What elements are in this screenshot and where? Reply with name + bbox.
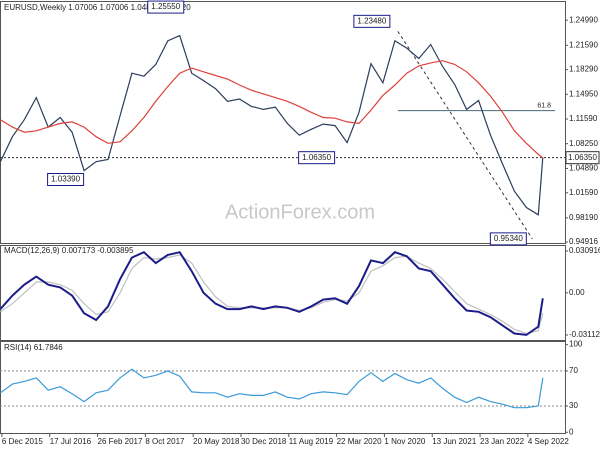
series-line — [0, 254, 544, 335]
annotation-box — [298, 151, 336, 165]
annotation-label: 1.06350 — [302, 153, 331, 162]
series-line — [0, 60, 544, 159]
x-tick-label: 8 Oct 2017 — [145, 437, 185, 446]
x-tick-label: 30 Dec 2018 — [241, 437, 287, 446]
x-tick-label: 22 Mar 2020 — [337, 437, 382, 446]
y-tick-label: 0.98190 — [569, 213, 598, 222]
y-tick-label: 0.94916 — [569, 237, 598, 246]
watermark: ActionForex.com — [225, 201, 375, 223]
y-tick-label: 70 — [569, 366, 578, 375]
series-line — [0, 251, 544, 336]
x-tick-label: 17 Jul 2016 — [50, 437, 92, 446]
y-tick-label: 1.18290 — [569, 65, 598, 74]
x-tick-label: 6 Dec 2015 — [2, 437, 43, 446]
y-tick-label: -0.031124 — [569, 330, 600, 339]
series-line — [0, 368, 544, 409]
y-tick-label: 1.08250 — [569, 139, 598, 148]
y-tick-label: 1.11590 — [569, 114, 598, 123]
y-tick-label: 30 — [569, 401, 578, 410]
y-tick-label: 0.030916 — [569, 246, 600, 255]
rsi-title: RSI(14) 61.7846 — [4, 343, 63, 352]
x-tick-label: 11 Aug 2019 — [289, 437, 334, 446]
annotation-label: 1.03390 — [51, 175, 80, 184]
series-line — [0, 34, 544, 216]
y-tick-label: 100 — [569, 340, 583, 349]
y-tick-label: 0.00 — [569, 288, 585, 297]
macd-title: MACD(12,26,9) 0.007173 -0.003895 — [4, 246, 134, 255]
y-tick-label: 0 — [569, 427, 574, 436]
x-tick-label: 26 Feb 2017 — [98, 437, 143, 446]
fib-label: 61.8 — [537, 102, 551, 109]
x-tick-label: 4 Sep 2022 — [528, 437, 569, 446]
last-price-tag — [565, 151, 600, 165]
x-tick-label: 23 Jan 2022 — [480, 437, 525, 446]
annotation-label: 1.23480 — [357, 16, 386, 25]
y-tick-label: 1.14950 — [569, 89, 598, 98]
last-price-label: 1.06350 — [568, 153, 597, 162]
annotation-box — [353, 14, 391, 28]
x-tick-label: 1 Nov 2020 — [384, 437, 425, 446]
y-tick-label: 1.24990 — [569, 15, 598, 24]
chart-title: EURUSD,Weekly 1.07006 1.07006 1.04824 1.… — [4, 3, 191, 12]
y-tick-label: 1.01590 — [569, 188, 598, 197]
trend-line — [397, 31, 533, 240]
annotation-label: 0.95340 — [494, 234, 523, 243]
x-tick-label: 13 Jun 2021 — [432, 437, 477, 446]
y-tick-label: 1.04890 — [569, 164, 598, 173]
rsi-panel — [0, 341, 566, 434]
x-tick-label: 20 May 2018 — [193, 437, 240, 446]
annotation-label: 1.25550 — [151, 2, 180, 11]
annotation-box — [489, 232, 527, 246]
annotation-box — [147, 0, 185, 14]
y-tick-label: 1.21590 — [569, 40, 598, 49]
annotation-box — [47, 173, 85, 187]
price-panel — [0, 1, 566, 244]
